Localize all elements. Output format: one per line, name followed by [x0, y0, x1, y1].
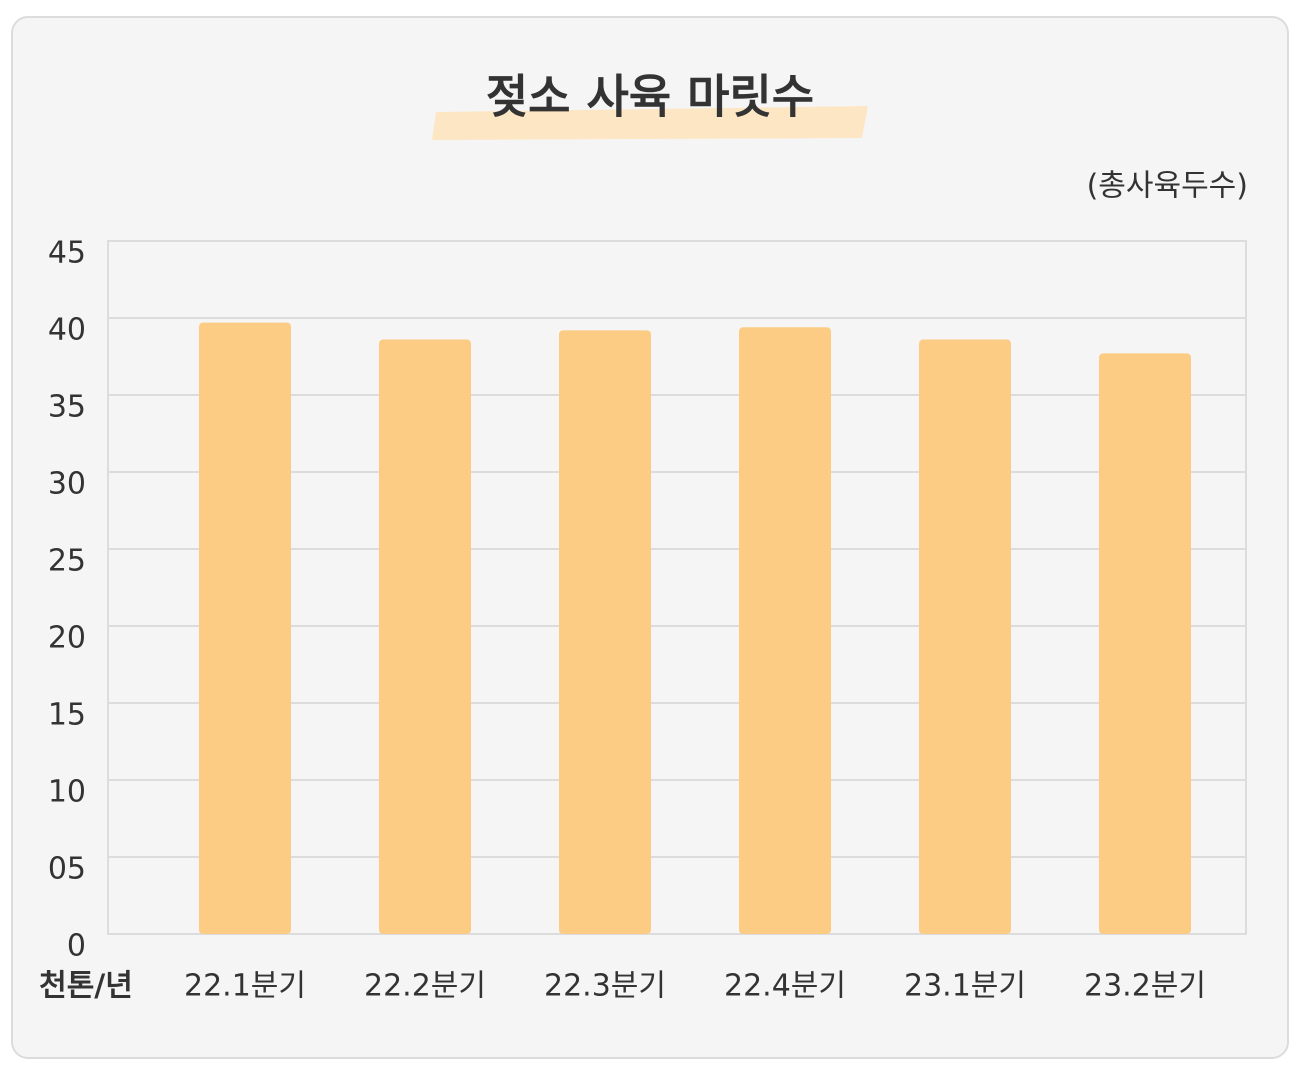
y-tick-label: 0 — [67, 929, 86, 964]
x-tick-label: 22.1분기 — [184, 969, 306, 1004]
x-tick-label: 23.1분기 — [904, 969, 1026, 1004]
unit-label: (총사육두수) — [1087, 169, 1248, 204]
y-tick-label: 35 — [48, 390, 86, 425]
bar — [919, 339, 1011, 934]
y-tick-label: 20 — [48, 621, 86, 656]
y-tick-label: 10 — [48, 775, 86, 810]
x-tick-label: 22.3분기 — [544, 969, 666, 1004]
x-axis-label: 천톤/년 — [39, 969, 133, 1004]
x-tick-label: 23.2분기 — [1084, 969, 1206, 1004]
y-tick-label: 40 — [48, 313, 86, 348]
y-tick-label: 45 — [48, 236, 86, 271]
x-tick-label: 22.4분기 — [724, 969, 846, 1004]
y-tick-label: 30 — [48, 467, 86, 502]
chart-title: 젖소 사육 마릿수 — [486, 70, 814, 124]
bar — [379, 339, 471, 934]
bar — [199, 322, 291, 934]
y-tick-label: 25 — [48, 544, 86, 579]
title-highlight — [432, 106, 868, 140]
bar — [559, 330, 651, 934]
y-tick-label: 15 — [48, 698, 86, 733]
bar — [739, 327, 831, 934]
y-tick-label: 05 — [48, 852, 86, 887]
x-tick-label: 22.2분기 — [364, 969, 486, 1004]
bar — [1099, 353, 1191, 934]
